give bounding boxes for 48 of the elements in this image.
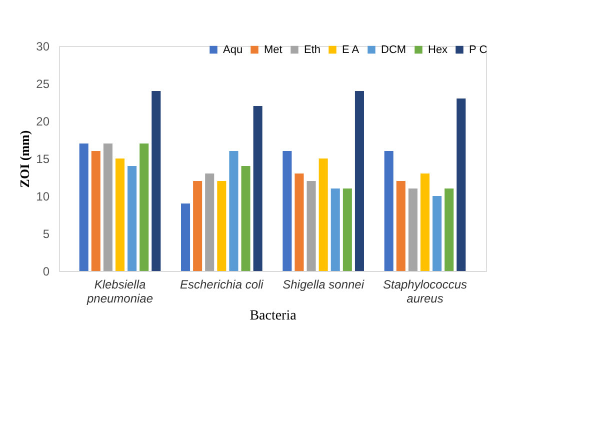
legend-label: Met bbox=[264, 44, 282, 56]
bar bbox=[282, 151, 292, 271]
x-tick-label: Escherichia coli bbox=[180, 278, 264, 292]
bar bbox=[432, 196, 442, 271]
bar bbox=[330, 188, 340, 271]
y-tick-label: 15 bbox=[36, 152, 50, 166]
bar bbox=[294, 174, 304, 271]
legend-label: P C bbox=[469, 44, 488, 56]
bar bbox=[91, 151, 100, 271]
legend-label: DCM bbox=[381, 44, 406, 56]
y-tick-label: 0 bbox=[42, 264, 50, 278]
bar bbox=[140, 144, 149, 271]
x-tick-label: Klebsiella pneumoniae bbox=[86, 278, 154, 306]
legend-label: Eth bbox=[304, 44, 321, 56]
legend-label: Hex bbox=[428, 44, 448, 56]
bar bbox=[408, 188, 418, 271]
bar bbox=[318, 158, 328, 271]
y-tick-label: 20 bbox=[36, 114, 50, 128]
bar bbox=[444, 188, 454, 271]
bar bbox=[115, 158, 125, 271]
y-tick-label: 30 bbox=[36, 40, 50, 54]
bar bbox=[217, 181, 226, 271]
bar bbox=[193, 181, 202, 271]
bar bbox=[241, 166, 250, 271]
bar bbox=[342, 188, 352, 271]
y-tick-label: 5 bbox=[42, 227, 50, 241]
x-tick-label: Shigella sonnei bbox=[282, 278, 364, 292]
bar bbox=[128, 166, 137, 271]
bar bbox=[79, 144, 88, 271]
bar bbox=[306, 181, 316, 271]
y-axis-title: ZOI (mm) bbox=[17, 130, 32, 188]
bar bbox=[354, 91, 364, 271]
legend-label: Aqu bbox=[223, 44, 243, 56]
bar bbox=[229, 151, 238, 271]
bar bbox=[205, 174, 214, 271]
legend-label: E A bbox=[342, 44, 360, 56]
bar bbox=[456, 98, 466, 271]
bar bbox=[152, 91, 161, 271]
bar bbox=[396, 181, 406, 271]
x-axis-title: Bacteria bbox=[250, 308, 298, 324]
bar bbox=[420, 174, 430, 271]
bar bbox=[253, 106, 262, 271]
bar bbox=[384, 151, 394, 271]
x-tick-label: Staphylococcus aureus bbox=[382, 278, 468, 306]
bar bbox=[103, 144, 112, 271]
y-tick-label: 10 bbox=[36, 190, 50, 204]
y-tick-label: 25 bbox=[36, 77, 50, 91]
bar bbox=[181, 204, 190, 271]
